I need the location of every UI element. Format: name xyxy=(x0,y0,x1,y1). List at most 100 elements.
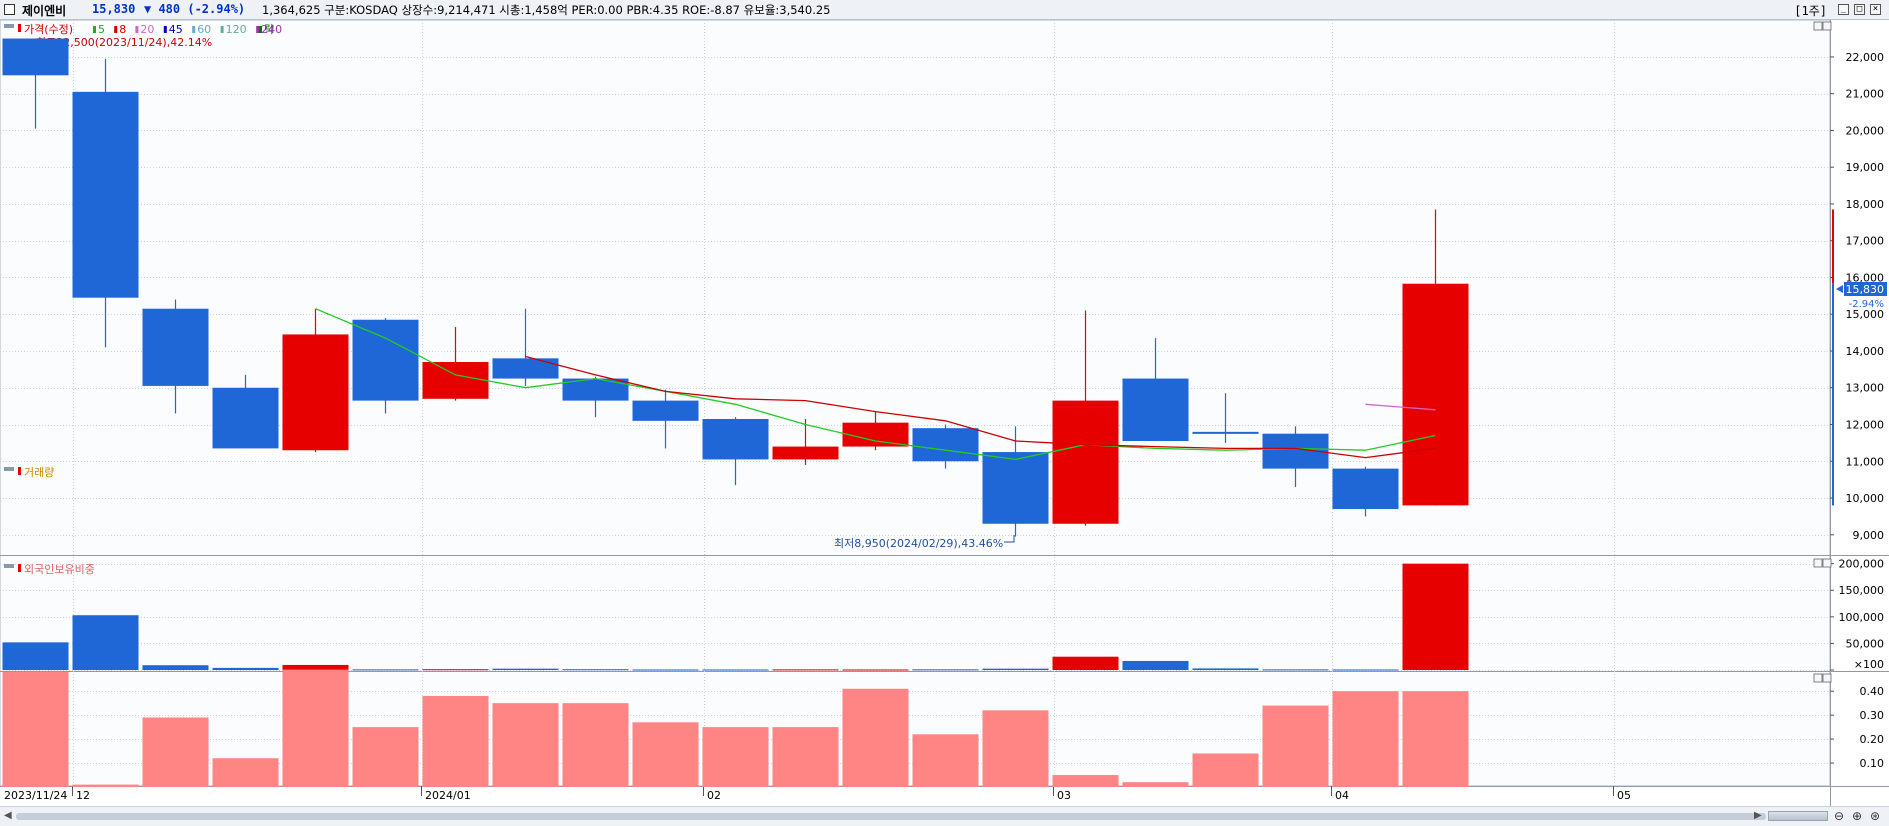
candle-body[interactable] xyxy=(772,446,839,460)
ma-legend-swatch xyxy=(93,26,96,33)
volume-bar[interactable] xyxy=(1052,656,1119,670)
foreign-ratio-bar[interactable] xyxy=(912,734,979,787)
select-checkbox[interactable] xyxy=(4,4,15,15)
price-axis-label: 11,000 xyxy=(1846,455,1885,468)
volume-axis-label: 200,000 xyxy=(1839,558,1885,571)
candle-body[interactable] xyxy=(2,38,69,76)
close-icon[interactable]: × xyxy=(1870,4,1881,15)
volume-axis-label: ×100 xyxy=(1854,658,1884,671)
price-axis-label: 16,000 xyxy=(1846,271,1885,284)
foreign-ratio-bar[interactable] xyxy=(282,669,349,787)
volume-bar[interactable] xyxy=(982,668,1049,670)
foreign-ratio-bar[interactable] xyxy=(1192,753,1259,787)
panel-maximize-icon[interactable] xyxy=(1813,558,1823,568)
volume-bar[interactable] xyxy=(1402,563,1469,670)
volume-bar[interactable] xyxy=(422,669,489,671)
zoom-out-icon[interactable]: ⊖ xyxy=(1834,809,1845,823)
panel-maximize-icon[interactable] xyxy=(1813,673,1823,683)
foreign-ratio-bar[interactable] xyxy=(772,727,839,787)
panel-close-icon[interactable] xyxy=(1822,558,1832,568)
candle-body[interactable] xyxy=(632,400,699,421)
foreign-ratio-bar[interactable] xyxy=(1402,691,1469,787)
candle-body[interactable] xyxy=(352,319,419,401)
foreign-ratio-bar[interactable] xyxy=(1052,775,1119,787)
volume-bar[interactable] xyxy=(492,668,559,670)
candle-body[interactable] xyxy=(1332,468,1399,510)
candle-body[interactable] xyxy=(212,387,279,449)
ma-legend-label: 120 xyxy=(226,23,247,36)
candle-body[interactable] xyxy=(562,378,629,401)
low-price-note: 최저8,950(2024/02/29),43.46% xyxy=(834,537,1003,550)
volume-bar[interactable] xyxy=(1192,668,1259,670)
volume-bar[interactable] xyxy=(702,669,769,671)
volume-bar[interactable] xyxy=(632,669,699,671)
candle-body[interactable] xyxy=(982,452,1049,524)
volume-bar[interactable] xyxy=(282,664,349,670)
candle-body[interactable] xyxy=(1192,431,1259,434)
foreign-ratio-bar[interactable] xyxy=(72,784,139,787)
chart-scrollbar[interactable]: ◀ ▶ ⊖ ⊕ ⊛ xyxy=(0,806,1889,826)
volume-bar[interactable] xyxy=(352,669,419,671)
zoom-slider[interactable] xyxy=(1768,811,1828,821)
ma-legend-label: 60 xyxy=(197,23,211,36)
candle-body[interactable] xyxy=(1122,378,1189,442)
scroll-track[interactable] xyxy=(16,813,1766,820)
foreign-ratio-bar[interactable] xyxy=(422,695,489,787)
candle-body[interactable] xyxy=(912,428,979,462)
foreign-ratio-bar[interactable] xyxy=(632,722,699,787)
foreign-ratio-bar[interactable] xyxy=(492,703,559,787)
candle-body[interactable] xyxy=(842,422,909,447)
ma-legend-swatch xyxy=(163,26,167,33)
volume-bar[interactable] xyxy=(1262,669,1329,671)
foreign-ratio-bar[interactable] xyxy=(212,758,279,787)
stock-chart[interactable]: 2023/11/24 12 2024/01 02 03 04 05 가격(수정) 5 8 20 4… xyxy=(0,20,1889,806)
x-tick-label: 04 xyxy=(1335,789,1349,802)
ma-legend-swatch xyxy=(135,26,139,33)
period-selector[interactable]: [1주] xyxy=(1794,4,1827,18)
panel-maximize-icon[interactable] xyxy=(1813,21,1823,31)
foreign-ratio-bar[interactable] xyxy=(352,727,419,787)
scroll-right-icon[interactable]: ▶ xyxy=(1754,810,1762,821)
price-change: ▼ 480 (-2.94%) xyxy=(144,2,246,16)
ma20-line xyxy=(1365,403,1436,411)
zoom-in-icon[interactable]: ⊕ xyxy=(1852,809,1863,823)
foreign-ratio-bar[interactable] xyxy=(702,727,769,787)
volume-bar[interactable] xyxy=(562,669,629,671)
candle-body[interactable] xyxy=(142,308,209,386)
price-axis-label: 13,000 xyxy=(1846,382,1885,395)
volume-bar[interactable] xyxy=(772,669,839,671)
volume-bar[interactable] xyxy=(142,665,209,670)
volume-bar[interactable] xyxy=(72,615,139,670)
current-price-tag-text: 15,830 xyxy=(1846,283,1885,296)
maximize-icon[interactable]: □ xyxy=(1854,4,1865,15)
candle-body[interactable] xyxy=(72,91,139,298)
candle-body[interactable] xyxy=(492,358,559,379)
candle-body[interactable] xyxy=(422,362,489,399)
foreign-ratio-bar[interactable] xyxy=(2,672,69,787)
panel-close-icon[interactable] xyxy=(1822,21,1832,31)
foreign-ratio-bar[interactable] xyxy=(1122,782,1189,787)
foreign-ratio-bar[interactable] xyxy=(562,703,629,787)
foreign-ratio-bar[interactable] xyxy=(1262,705,1329,787)
panel-close-icon[interactable] xyxy=(1822,673,1832,683)
candle-body[interactable] xyxy=(1402,283,1469,506)
volume-bar[interactable] xyxy=(842,669,909,671)
lock-legend-label: 락 xyxy=(264,23,274,36)
zoom-reset-icon[interactable]: ⊛ xyxy=(1870,809,1881,823)
volume-bar[interactable] xyxy=(1332,669,1399,671)
minimize-icon[interactable]: _ xyxy=(1838,4,1849,15)
scroll-left-icon[interactable]: ◀ xyxy=(4,810,12,821)
candle-body[interactable] xyxy=(1052,400,1119,524)
volume-bar[interactable] xyxy=(2,642,69,670)
volume-bar[interactable] xyxy=(1122,660,1189,670)
volume-bar[interactable] xyxy=(212,667,279,670)
foreign-ratio-bar[interactable] xyxy=(982,710,1049,787)
price-axis-label: 10,000 xyxy=(1846,492,1885,505)
foreign-ratio-bar[interactable] xyxy=(842,688,909,787)
volume-bar[interactable] xyxy=(912,669,979,671)
foreign-ratio-bar[interactable] xyxy=(142,717,209,787)
candle-body[interactable] xyxy=(282,334,349,451)
ma5-line xyxy=(315,308,1436,461)
candle-body[interactable] xyxy=(702,418,769,460)
foreign-ratio-bar[interactable] xyxy=(1332,691,1399,787)
